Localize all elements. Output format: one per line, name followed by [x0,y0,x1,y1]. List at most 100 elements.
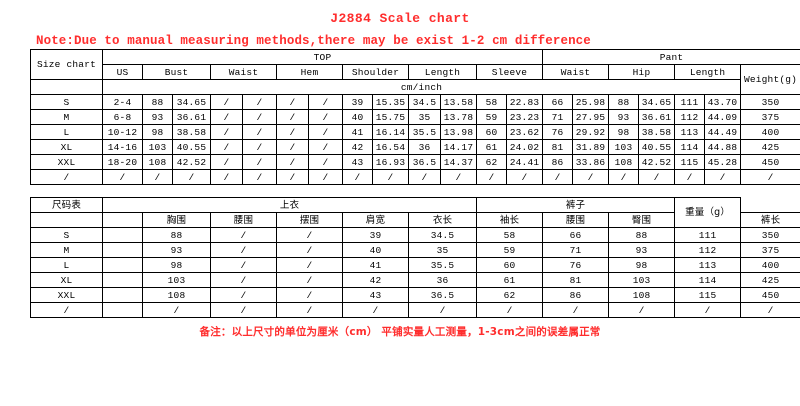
col-header-sleeve: 袖长 [476,212,544,228]
cell-hip: / [608,302,676,318]
cell-pant-length-in: 44.49 [704,124,742,140]
cell-shoulder-cm: / [342,169,373,185]
cell-length-cm: 36.5 [408,154,441,170]
cell-length-in: 14.17 [440,139,477,155]
cell-weight: 450 [740,154,800,170]
group-header-row: 尺码表 上衣 裤子 重量（g） [30,197,800,228]
cell-sleeve: 58 [476,227,544,243]
cell-waist-cm: / [210,169,243,185]
cell-pant-length-cm: / [674,169,706,185]
cell-sleeve: 62 [476,287,544,303]
cell-pant-waist-in: 29.92 [572,124,610,140]
col-header-shoulder: Shoulder [342,64,409,80]
col-header-blank-us [102,212,143,228]
cell-pant-length-cm: 113 [674,124,706,140]
cell-length-in: / [440,169,477,185]
cell-weight: 375 [740,242,800,258]
cell-sleeve-in: 23.62 [505,124,544,140]
cell-bust: 108 [142,287,211,303]
cell-pant-length-in: 45.28 [704,154,742,170]
group-header-pant: 裤子 [476,197,676,213]
col-header-waist: Waist [210,64,277,80]
english-size-table: Size chart TOP Pant US Bust Waist Hem Sh… [30,49,800,185]
cell-us: 10-12 [102,124,143,140]
cell-hip-cm: 103 [608,139,640,155]
col-header-hip: Hip [608,64,676,80]
cell-bust-cm: 88 [142,94,173,110]
cell-bust-cm: 108 [142,154,173,170]
table-row: M 6-8 93 36.61 / / / / 40 15.75 35 13.78… [30,109,800,125]
col-header-sleeve: Sleeve [475,64,544,80]
cell-shoulder-in: 16.14 [372,124,409,140]
cell-hip-in: 38.58 [638,124,676,140]
cell-waist: / [210,287,277,303]
size-label: / [30,302,103,318]
cell-hip-cm: 88 [608,94,640,110]
cell-pant-waist-cm: 66 [542,94,574,110]
cell-pant-waist-cm: 71 [542,109,574,125]
cell-shoulder: 39 [342,227,409,243]
cell-sleeve-cm: 62 [476,154,507,170]
cell-weight: 375 [740,109,800,125]
cell-sleeve-cm: 60 [476,124,507,140]
cell-length-in: 13.78 [440,109,477,125]
cell-waist: / [210,242,277,258]
table-row: S 88 / / 39 34.5 58 66 88 111 350 [30,227,800,243]
cell-shoulder-in: 16.54 [372,139,409,155]
cell-bust-cm: 93 [142,109,173,125]
col-header-pant-length: 裤长 [740,212,800,228]
col-header-pant-length: Length [674,64,742,80]
cell-hem-cm: / [276,154,309,170]
cell-bust-in: 42.52 [172,154,211,170]
cell-pant-waist-in: 27.95 [572,109,610,125]
col-header-pant-waist: 腰围 [542,212,610,228]
unit-row: cm/inch [30,79,800,95]
cell-hem-in: / [308,94,343,110]
cell-bust: 88 [142,227,211,243]
cell-hip-in: 40.55 [638,139,676,155]
cell-pant-length: / [674,302,742,318]
cell-waist-in: / [242,94,277,110]
unit-row-blank [30,79,103,95]
cell-weight: / [740,169,800,185]
cell-waist-cm: / [210,124,243,140]
page-title: J2884 Scale chart [330,11,470,26]
cell-us: 6-8 [102,109,143,125]
table-row: M 93 / / 40 35 59 71 93 112 375 [30,242,800,258]
cell-pant-waist: 71 [542,242,610,258]
cell-shoulder-in: 15.75 [372,109,409,125]
col-header-hem: Hem [276,64,343,80]
table-row: XXL 18-20 108 42.52 / / / / 43 16.93 36.… [30,154,800,170]
cell-bust: 98 [142,257,211,273]
cell-bust-in: 34.65 [172,94,211,110]
cell-blank [102,242,143,258]
cell-shoulder-cm: 40 [342,109,373,125]
cell-length-cm: 35 [408,109,441,125]
cell-length-in: 13.98 [440,124,477,140]
cell-sleeve: 61 [476,272,544,288]
cell-waist-cm: / [210,154,243,170]
group-header-row: Size chart TOP Pant [30,49,800,80]
size-chart-header-cell: Size chart [30,49,103,80]
cell-hem-cm: / [276,94,309,110]
cell-hip-cm: 93 [608,109,640,125]
table-row: XL 14-16 103 40.55 / / / / 42 16.54 36 1… [30,139,800,155]
cell-hip: 88 [608,227,676,243]
cell-waist-cm: / [210,109,243,125]
cell-length: 36.5 [407,287,478,303]
cell-weight: 425 [740,272,800,288]
cell-waist-in: / [242,109,277,125]
cell-length-cm: 34.5 [408,94,441,110]
cell-us: 18-20 [102,154,143,170]
size-label: L [30,257,103,273]
cell-bust-in: 40.55 [172,139,211,155]
col-header-shoulder: 肩宽 [342,212,409,228]
cell-length: 34.5 [407,227,478,243]
size-label: S [30,94,103,110]
cell-weight: 350 [740,94,800,110]
cell-waist: / [210,302,277,318]
cell-bust-cm: 103 [142,139,173,155]
size-label: M [30,242,103,258]
cell-waist-cm: / [210,139,243,155]
cell-us: / [102,169,143,185]
